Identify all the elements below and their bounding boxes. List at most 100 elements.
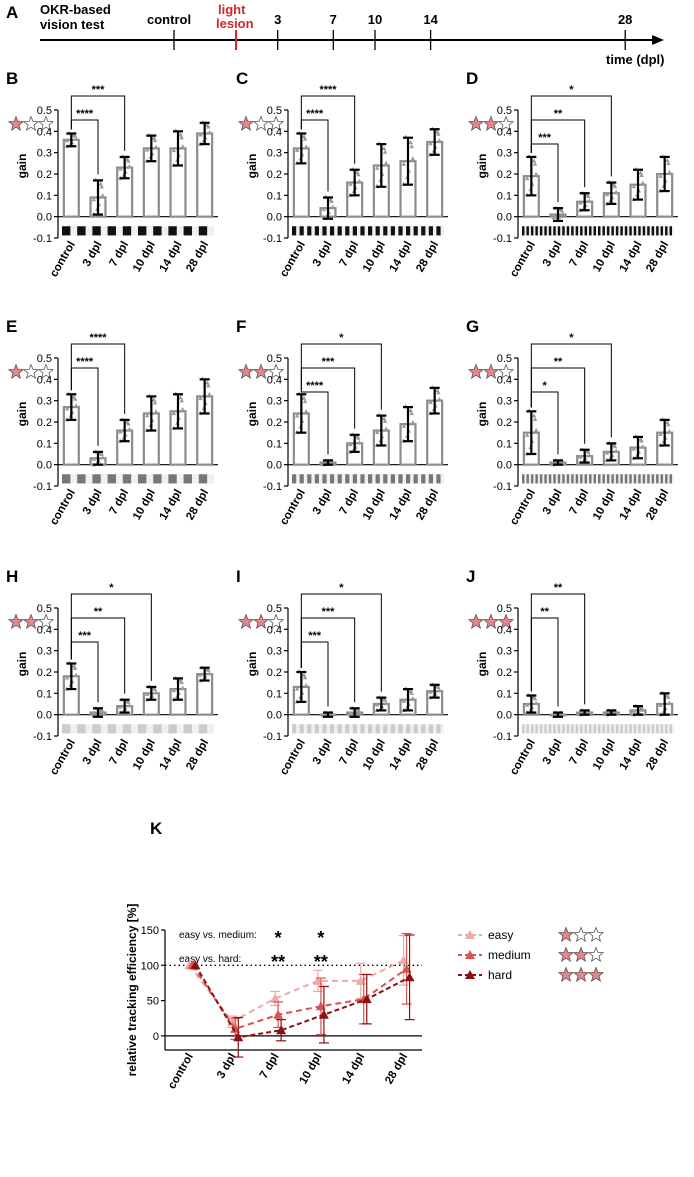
x-tick-label: 14 dpl: [618, 738, 645, 773]
stimulus-stripe: [337, 226, 342, 236]
data-point: [328, 197, 333, 202]
stimulus-stripe: [107, 226, 116, 236]
panel-e: E -0.1 0.0 0.1 0.2 0.3 0.4 0.5 gain control 3 dpl 7…: [6, 317, 218, 527]
y-tick-label: -0.1: [493, 481, 512, 493]
data-point: [532, 416, 538, 421]
stimulus-stripe: [428, 474, 433, 484]
difficulty-star-icon: [497, 115, 515, 132]
stimulus-stripe: [535, 724, 538, 734]
x-tick-label: 14 dpl: [388, 488, 415, 523]
data-point: [613, 448, 619, 453]
data-point: [638, 170, 643, 175]
stimulus-stripe: [198, 226, 208, 236]
x-tick-label: 14 dpl: [158, 240, 185, 275]
data-point: [585, 192, 590, 197]
legend-star-icon: [572, 966, 590, 983]
stimulus-stripe: [375, 226, 380, 236]
data-point: [301, 134, 307, 139]
stimulus-stripe: [629, 724, 632, 734]
stimulus-stripe: [651, 724, 655, 734]
x-tick-label: 14 dpl: [340, 1052, 367, 1087]
y-axis-label: gain: [475, 402, 489, 427]
stimulus-stripe: [421, 474, 426, 484]
panel-letter: J: [466, 567, 475, 586]
panel-letter-a: A: [6, 3, 18, 22]
data-point: [301, 672, 307, 677]
stimulus-stripe: [383, 226, 388, 236]
x-tick-label: 14 dpl: [158, 738, 185, 773]
x-tick-label: control: [508, 488, 538, 528]
data-point: [604, 192, 610, 197]
stimulus-stripe: [530, 724, 534, 734]
x-tick-label: control: [278, 240, 308, 280]
data-point: [171, 148, 177, 153]
data-point: [551, 212, 557, 218]
difficulty-star-icon: [237, 115, 255, 132]
stimulus-stripe: [77, 474, 86, 484]
stimulus-stripe: [598, 474, 601, 484]
series-line: [191, 964, 408, 1031]
y-tick-label: 0.0: [497, 460, 512, 472]
data-point: [180, 144, 185, 149]
stimulus-stripe: [360, 724, 365, 734]
stimulus-stripe: [620, 724, 623, 734]
stimulus-stripe: [656, 724, 659, 734]
panel-letter: F: [236, 317, 246, 336]
stimulus-stripe: [651, 474, 655, 484]
stimulus-stripe: [638, 474, 641, 484]
stimulus-stripe: [368, 226, 373, 236]
significance-bracket: [70, 593, 152, 681]
timeline-tick-label: 3: [274, 12, 281, 27]
legend-star-icon: [572, 946, 590, 963]
stimulus-stripe: [168, 226, 177, 236]
stimulus-stripe: [535, 474, 538, 484]
stimulus-stripe: [665, 226, 668, 236]
x-tick-label: 10 dpl: [298, 1052, 325, 1087]
stimulus-stripe: [406, 474, 411, 484]
data-point: [658, 173, 663, 178]
data-point: [118, 704, 123, 709]
y-tick-label: 0.5: [267, 105, 282, 117]
legend-star-icon: [557, 966, 575, 983]
y-axis-label: gain: [475, 652, 489, 677]
data-point: [321, 712, 327, 717]
stimulus-stripe: [669, 724, 672, 734]
stimulus-stripe: [589, 226, 592, 236]
stimulus-stripe: [421, 226, 426, 236]
stimulus-stripe: [580, 724, 583, 734]
significance-label: ***: [538, 132, 552, 144]
x-tick-label: 7 dpl: [107, 488, 131, 517]
stimulus-stripe: [553, 724, 556, 734]
significance-bracket: [530, 95, 612, 177]
x-tick-label: 7 dpl: [337, 240, 361, 269]
timeline-label-line2: vision test: [40, 17, 105, 32]
y-tick-label: 50: [147, 996, 159, 1008]
panel-letter: D: [466, 69, 478, 88]
data-point: [374, 429, 380, 435]
x-tick-label: control: [508, 240, 538, 280]
data-point: [357, 178, 362, 183]
timeline-tick-label: 7: [330, 12, 337, 27]
stimulus-stripe: [183, 226, 192, 236]
stimulus-stripe: [562, 474, 565, 484]
y-tick-label: 0.3: [497, 148, 512, 160]
series-point: [273, 1009, 284, 1019]
y-axis-label: gain: [245, 652, 259, 677]
stimulus-stripe: [526, 474, 529, 484]
y-tick-label: 0.3: [497, 396, 512, 408]
y-tick-label: 0.2: [267, 667, 282, 679]
data-point: [578, 710, 583, 715]
significance-label: *: [569, 84, 574, 96]
data-point: [531, 413, 537, 418]
significance-bracket: [70, 95, 126, 151]
comparison-mark: **: [271, 952, 285, 972]
data-point: [435, 388, 440, 393]
data-point: [71, 663, 77, 668]
difficulty-star-icon: [22, 115, 40, 132]
stimulus-stripe: [526, 226, 529, 236]
data-point: [640, 707, 645, 712]
stimulus-stripe: [544, 226, 547, 236]
difficulty-star-icon: [37, 363, 55, 380]
x-tick-label: control: [48, 240, 78, 280]
panel-b: B -0.1 0.0 0.1 0.2 0.3 0.4 0.5 gain control 3 dpl 7…: [6, 69, 218, 279]
